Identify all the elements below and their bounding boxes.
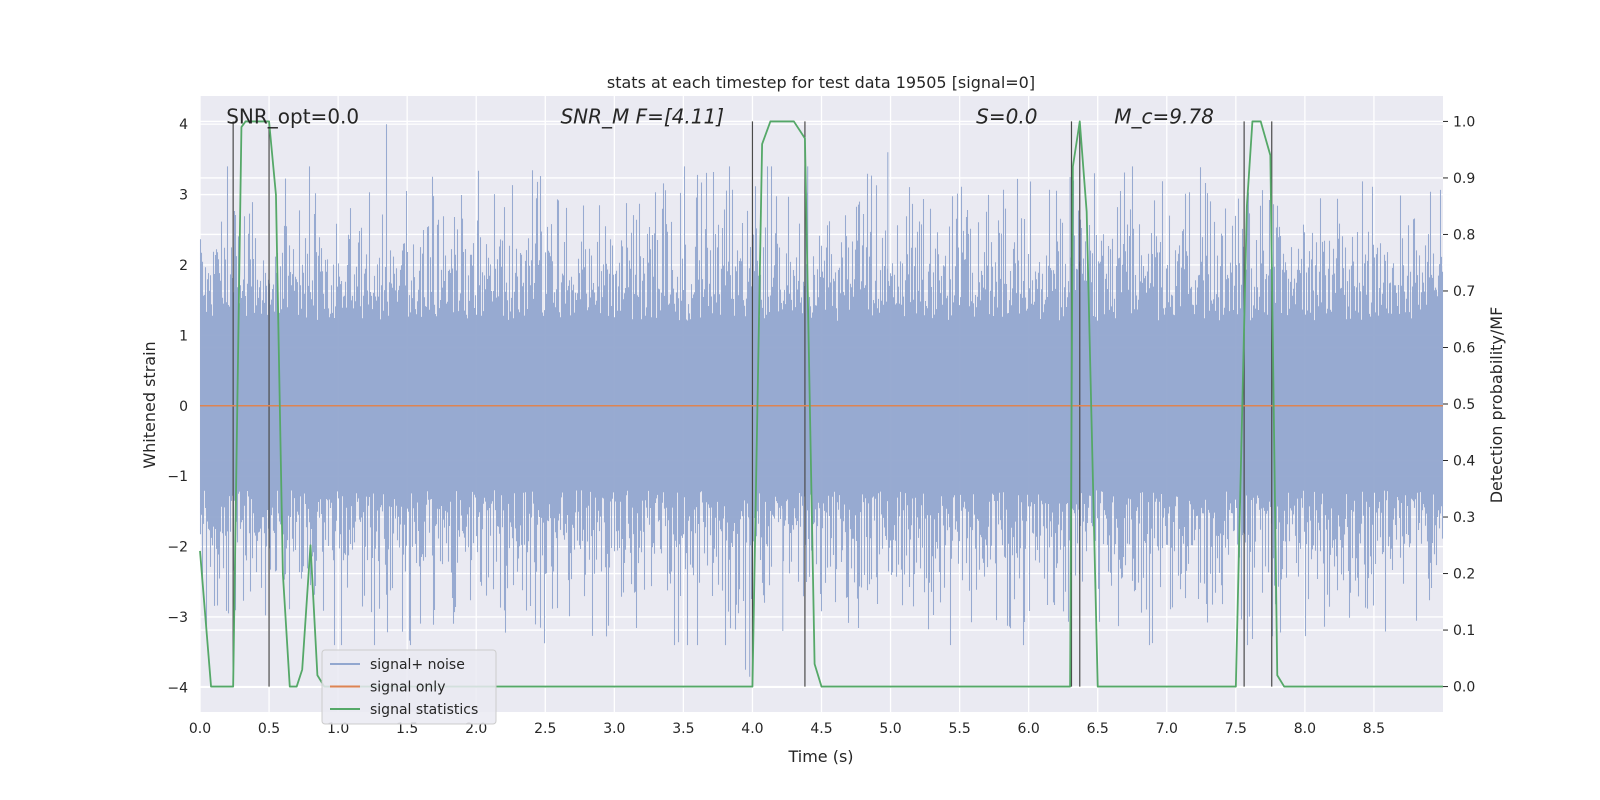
x-tick-label: 0.0 <box>189 721 211 737</box>
x-axis-label: Time (s) <box>787 747 853 766</box>
y-right-tick-label: 0.6 <box>1453 340 1475 356</box>
legend: signal+ noise signal only signal statistic… <box>321 649 497 725</box>
x-tick-label: 4.0 <box>741 721 763 737</box>
x-tick-label: 7.5 <box>1225 721 1247 737</box>
annotation-mc-value: M_c=9.78 <box>1114 105 1214 129</box>
legend-label: signal+ noise <box>370 657 465 673</box>
x-tick-label: 7.0 <box>1156 721 1178 737</box>
vertical-markers <box>232 121 1273 687</box>
y-right-tick-label: 0.1 <box>1453 623 1475 639</box>
x-tick-label: 1.0 <box>327 721 349 737</box>
x-tick-label: 2.5 <box>534 721 556 737</box>
y-right-tick-label: 0.5 <box>1453 397 1475 413</box>
y-right-tick-label: 0.7 <box>1453 284 1475 300</box>
legend-label: signal only <box>370 680 445 696</box>
annotation-snr-mf: SNR_M F=[4.11] <box>560 105 724 129</box>
y-left-tick-label: −1 <box>167 469 188 485</box>
x-tick-label: 6.5 <box>1087 721 1109 737</box>
x-tick-label: 8.5 <box>1363 721 1385 737</box>
y-left-tick-label: −4 <box>167 680 188 696</box>
y-left-tick-label: 0 <box>179 399 188 415</box>
y-axis-label-right: Detection probability/MF <box>1487 307 1506 504</box>
x-tick-label: 6.0 <box>1018 721 1040 737</box>
annotation-snr-opt: SNR_opt=0.0 <box>226 105 359 129</box>
x-tick-label: 8.0 <box>1294 721 1316 737</box>
annotation-s-value: S=0.0 <box>976 105 1037 129</box>
x-tick-label: 0.5 <box>258 721 280 737</box>
chart-title: stats at each timestep for test data 195… <box>607 73 1035 92</box>
y-right-tick-label: 0.9 <box>1453 171 1475 187</box>
x-tick-label: 5.0 <box>879 721 901 737</box>
y-left-tick-label: −2 <box>167 540 188 556</box>
y-right-tick-label: 0.0 <box>1453 680 1475 696</box>
annotations: SNR_opt=0.0 SNR_M F=[4.11] S=0.0 M_c=9.78 <box>226 105 1214 129</box>
x-tick-label: 4.5 <box>810 721 832 737</box>
y-right-tick-label: 1.0 <box>1453 114 1475 130</box>
y-right-tick-label: 0.4 <box>1453 454 1475 470</box>
series-signal-noise <box>199 124 1444 677</box>
x-tick-label: 5.5 <box>948 721 970 737</box>
y-right-tick-label: 0.2 <box>1453 567 1475 583</box>
x-tick-label: 2.0 <box>465 721 487 737</box>
line-series <box>199 120 1443 688</box>
noise-series <box>199 124 1444 677</box>
y-left-tick-label: 3 <box>179 188 188 204</box>
series-signal-statistics <box>199 120 1443 688</box>
y-left-tick-label: 1 <box>179 328 188 344</box>
legend-box <box>321 649 497 725</box>
y-right-tick-label: 0.8 <box>1453 227 1475 243</box>
y-left-tick-label: 2 <box>179 258 188 274</box>
legend-label: signal statistics <box>370 702 478 718</box>
x-tick-label: 3.0 <box>603 721 625 737</box>
x-tick-label: 3.5 <box>672 721 694 737</box>
tick-labels: 0.0 0.5 1.0 1.5 2.0 2.5 3.0 3.5 4.0 4.5 5.0 5.5 6.0 6… <box>167 114 1475 737</box>
y-left-tick-label: 4 <box>179 117 188 133</box>
y-left-tick-label: −3 <box>167 610 188 626</box>
y-axis-label-left: Whitened strain <box>140 341 159 468</box>
x-tick-label: 1.5 <box>396 721 418 737</box>
y-right-tick-label: 0.3 <box>1453 510 1475 526</box>
